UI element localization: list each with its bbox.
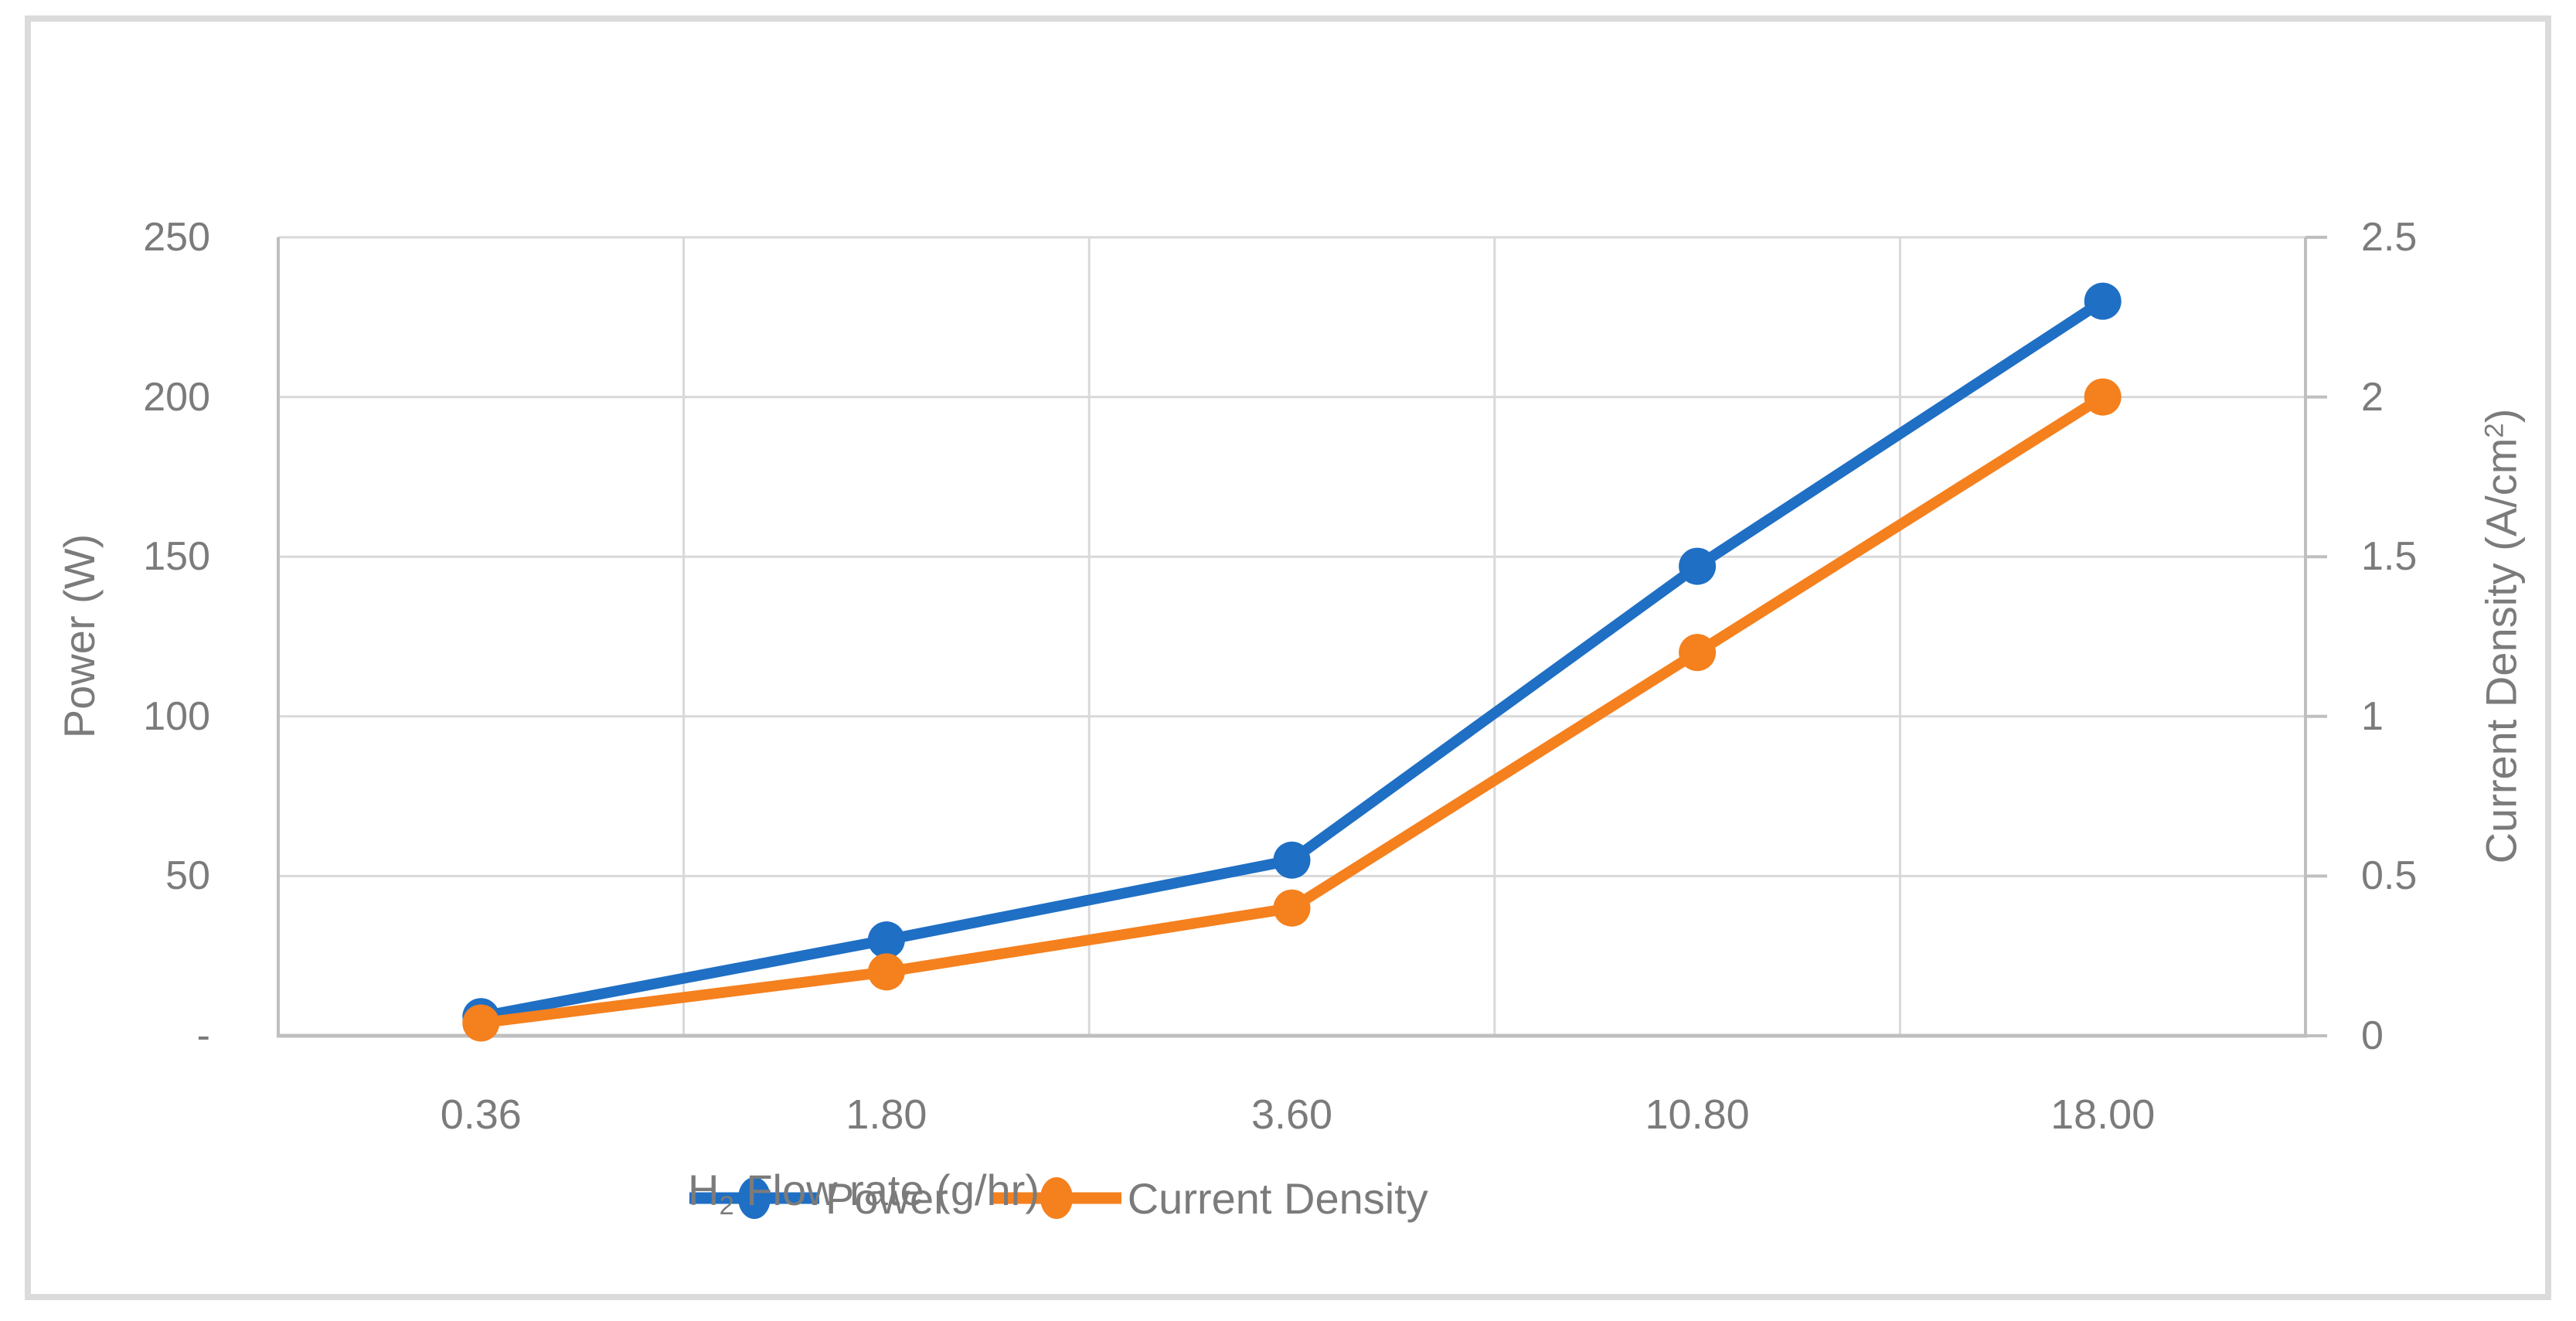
gridlines (278, 236, 2305, 1036)
left-axis-tick-label: 250 (143, 215, 210, 260)
chart-frame-border (25, 15, 2551, 1300)
right-axis-tick-marks (2305, 236, 2327, 1037)
right-axis-tick-label: 2 (2361, 374, 2384, 420)
right-axis-title-superscript: 2 (2479, 423, 2510, 438)
data-point-marker-current-density (1679, 634, 1717, 672)
legend-label: Power (825, 1173, 948, 1223)
right-axis-title-text: Current Density (A/cm (2476, 437, 2526, 864)
data-point-marker-power (1679, 547, 1717, 585)
x-axis-title-text: H (688, 1165, 720, 1214)
data-series (462, 282, 2122, 1042)
left-axis-tick-label: 200 (143, 374, 210, 420)
data-point-marker-power (1273, 841, 1311, 879)
data-point-marker-current-density (2084, 378, 2122, 416)
x-axis-title-rest: Flow rate (g/hr) (733, 1165, 1040, 1214)
x-axis-tick-label: 3.60 (1251, 1091, 1333, 1138)
right-axis-tick-label: 0 (2361, 1013, 2384, 1058)
left-axis-tick-label: 50 (165, 853, 210, 899)
legend-marker (738, 1177, 771, 1219)
legend-marker-icon (991, 1177, 1121, 1219)
data-point-marker-current-density (867, 953, 905, 991)
left-axis-tick-label: - (196, 1013, 210, 1058)
legend-item-power: Power (688, 1170, 948, 1226)
legend-marker (1040, 1177, 1073, 1219)
chart-legend: Power Current Density (688, 1170, 1428, 1226)
legend-item-current-density: Current Density (990, 1170, 1428, 1226)
legend-label: Current Density (1127, 1173, 1428, 1223)
data-point-marker-current-density (1273, 889, 1311, 927)
x-axis-title-subscript: 2 (719, 1191, 734, 1221)
right-axis-tick-label: 0.5 (2361, 853, 2418, 899)
x-axis-title-and-legend-row: H2 Flow rate (g/hr) Power Current Density (688, 1166, 1428, 1226)
right-axis-tick-label: 2.5 (2361, 215, 2418, 260)
left-axis-title: Power (W) (55, 533, 104, 739)
left-axis-tick-label: 100 (143, 693, 210, 739)
data-point-marker-power (2084, 282, 2122, 320)
x-axis-title: H2 Flow rate (g/hr) (688, 1166, 1040, 1231)
x-axis-tick-label: 0.36 (440, 1091, 522, 1138)
x-axis-tick-label: 10.80 (1645, 1091, 1750, 1138)
data-point-marker-current-density (462, 1004, 500, 1042)
left-axis-tick-label: 150 (143, 534, 210, 580)
axis-lines (277, 237, 2307, 1038)
x-axis-tick-label: 18.00 (2050, 1091, 2156, 1138)
right-axis-tick-label: 1 (2361, 693, 2384, 739)
right-axis-title: Current Density (A/cm2) (2469, 409, 2526, 864)
right-axis-tick-label: 1.5 (2361, 534, 2418, 580)
legend-marker-icon (689, 1177, 819, 1219)
x-axis-tick-label: 1.80 (846, 1091, 927, 1138)
data-point-marker-power (867, 921, 905, 959)
series-line-current-density (475, 391, 2108, 1029)
right-axis-title-close: ) (2476, 408, 2526, 424)
